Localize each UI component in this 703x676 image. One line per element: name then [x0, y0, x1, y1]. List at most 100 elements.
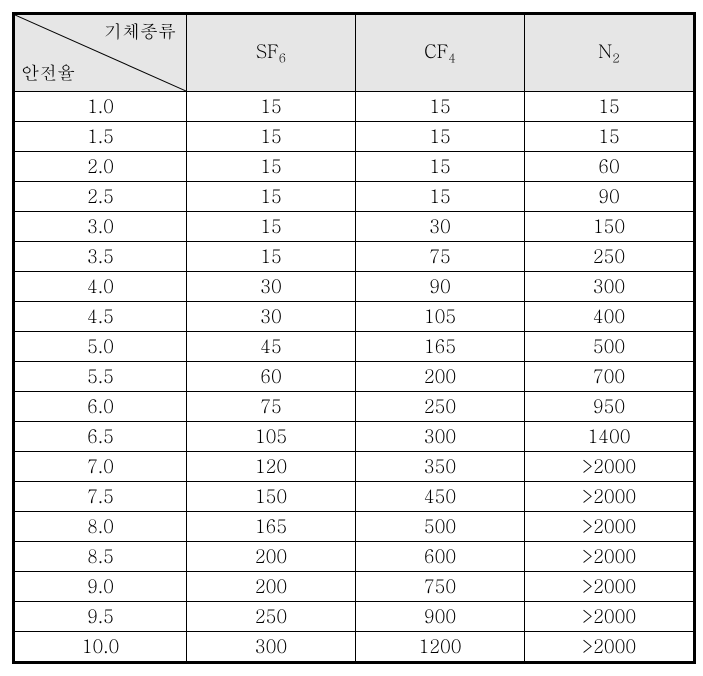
- row-value-cell: 600: [356, 542, 525, 572]
- header-col-sub: 2: [612, 49, 620, 67]
- table-row: 2.0151560: [15, 152, 694, 182]
- row-value-cell: 15: [356, 182, 525, 212]
- row-value-cell: 90: [356, 272, 525, 302]
- row-value-cell: >2000: [525, 512, 694, 542]
- row-value-cell: 300: [525, 272, 694, 302]
- row-value-cell: 15: [525, 92, 694, 122]
- row-value-cell: 15: [187, 92, 356, 122]
- header-diag-top: 기체종류: [104, 19, 176, 44]
- row-key-cell: 9.0: [15, 572, 187, 602]
- row-value-cell: 15: [187, 242, 356, 272]
- table-row: 6.075250950: [15, 392, 694, 422]
- row-value-cell: 150: [525, 212, 694, 242]
- table-row: 5.560200700: [15, 362, 694, 392]
- table-row: 6.51053001400: [15, 422, 694, 452]
- table-row: 3.51575250: [15, 242, 694, 272]
- table-row: 8.5200600>2000: [15, 542, 694, 572]
- row-value-cell: 200: [356, 362, 525, 392]
- row-value-cell: 75: [356, 242, 525, 272]
- row-value-cell: 165: [356, 332, 525, 362]
- row-value-cell: >2000: [525, 632, 694, 662]
- row-value-cell: 60: [187, 362, 356, 392]
- row-value-cell: 950: [525, 392, 694, 422]
- header-col-sf6: SF6: [187, 15, 356, 92]
- row-value-cell: 15: [187, 182, 356, 212]
- row-value-cell: 45: [187, 332, 356, 362]
- table-row: 9.0200750>2000: [15, 572, 694, 602]
- row-value-cell: >2000: [525, 452, 694, 482]
- table-row: 4.03090300: [15, 272, 694, 302]
- row-value-cell: 200: [187, 572, 356, 602]
- row-key-cell: 5.0: [15, 332, 187, 362]
- diagonal-header-cell: 기체종류 안전율: [15, 15, 187, 92]
- header-col-n2: N2: [525, 15, 694, 92]
- row-value-cell: 15: [187, 212, 356, 242]
- row-value-cell: 1200: [356, 632, 525, 662]
- row-value-cell: 700: [525, 362, 694, 392]
- row-key-cell: 10.0: [15, 632, 187, 662]
- row-value-cell: 250: [525, 242, 694, 272]
- row-value-cell: 60: [525, 152, 694, 182]
- row-key-cell: 4.5: [15, 302, 187, 332]
- row-value-cell: 15: [356, 122, 525, 152]
- row-value-cell: 15: [187, 152, 356, 182]
- table-row: 7.0120350>2000: [15, 452, 694, 482]
- row-value-cell: >2000: [525, 482, 694, 512]
- row-key-cell: 8.5: [15, 542, 187, 572]
- row-value-cell: 15: [525, 122, 694, 152]
- row-value-cell: 15: [356, 92, 525, 122]
- table-row: 1.5151515: [15, 122, 694, 152]
- row-key-cell: 5.5: [15, 362, 187, 392]
- table-head: 기체종류 안전율 SF6 CF4 N2: [15, 15, 694, 92]
- table-row: 1.0151515: [15, 92, 694, 122]
- row-key-cell: 8.0: [15, 512, 187, 542]
- row-value-cell: 1400: [525, 422, 694, 452]
- row-value-cell: 350: [356, 452, 525, 482]
- row-key-cell: 3.0: [15, 212, 187, 242]
- table-row: 5.045165500: [15, 332, 694, 362]
- row-key-cell: 1.0: [15, 92, 187, 122]
- row-value-cell: 15: [187, 122, 356, 152]
- row-value-cell: 150: [187, 482, 356, 512]
- row-key-cell: 1.5: [15, 122, 187, 152]
- row-key-cell: 4.0: [15, 272, 187, 302]
- row-key-cell: 6.0: [15, 392, 187, 422]
- row-value-cell: 90: [525, 182, 694, 212]
- table-row: 10.03001200>2000: [15, 632, 694, 662]
- row-value-cell: 165: [187, 512, 356, 542]
- row-value-cell: 250: [187, 602, 356, 632]
- row-key-cell: 3.5: [15, 242, 187, 272]
- row-value-cell: 120: [187, 452, 356, 482]
- header-col-label: N: [598, 39, 612, 64]
- row-value-cell: 30: [187, 272, 356, 302]
- row-key-cell: 2.0: [15, 152, 187, 182]
- row-value-cell: 105: [356, 302, 525, 332]
- data-table-container: 기체종류 안전율 SF6 CF4 N2 1.01515151.51515152.…: [12, 12, 696, 664]
- header-col-label: SF: [256, 39, 279, 64]
- table-row: 2.5151590: [15, 182, 694, 212]
- data-table: 기체종류 안전율 SF6 CF4 N2 1.01515151.51515152.…: [14, 14, 694, 662]
- header-col-label: CF: [424, 39, 448, 64]
- header-col-cf4: CF4: [356, 15, 525, 92]
- row-value-cell: 750: [356, 572, 525, 602]
- row-value-cell: 450: [356, 482, 525, 512]
- row-value-cell: 500: [356, 512, 525, 542]
- table-row: 8.0165500>2000: [15, 512, 694, 542]
- table-row: 3.01530150: [15, 212, 694, 242]
- row-key-cell: 7.5: [15, 482, 187, 512]
- row-value-cell: >2000: [525, 602, 694, 632]
- row-key-cell: 7.0: [15, 452, 187, 482]
- row-value-cell: >2000: [525, 542, 694, 572]
- row-key-cell: 2.5: [15, 182, 187, 212]
- row-value-cell: 15: [356, 152, 525, 182]
- row-key-cell: 6.5: [15, 422, 187, 452]
- header-col-sub: 6: [279, 49, 287, 67]
- row-value-cell: 75: [187, 392, 356, 422]
- table-row: 7.5150450>2000: [15, 482, 694, 512]
- row-key-cell: 9.5: [15, 602, 187, 632]
- header-col-sub: 4: [448, 49, 456, 67]
- row-value-cell: 500: [525, 332, 694, 362]
- row-value-cell: >2000: [525, 572, 694, 602]
- row-value-cell: 200: [187, 542, 356, 572]
- row-value-cell: 900: [356, 602, 525, 632]
